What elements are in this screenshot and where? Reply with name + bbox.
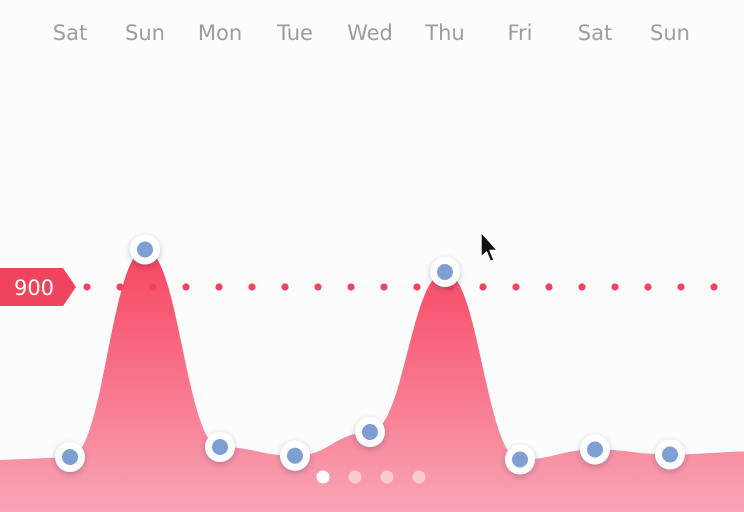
mouse-pointer-icon [480, 231, 499, 263]
threshold-dot [182, 283, 190, 291]
data-point-marker [287, 447, 303, 464]
threshold-dot [413, 283, 421, 291]
page-dot[interactable] [412, 470, 426, 484]
page-dot[interactable] [380, 470, 394, 484]
data-point-marker [512, 451, 528, 468]
data-point[interactable] [505, 444, 535, 475]
threshold-dot [479, 283, 487, 291]
threshold-label: 900 [14, 276, 54, 300]
x-tick-label: Wed [347, 21, 393, 45]
x-tick-label: Sun [125, 21, 165, 45]
data-point[interactable] [130, 234, 160, 265]
data-point-marker [437, 264, 453, 280]
threshold-dot [281, 283, 289, 291]
threshold-dot [314, 283, 322, 291]
page-dot[interactable] [316, 470, 330, 484]
x-tick-label: Mon [198, 21, 242, 45]
x-tick-label: Sat [578, 21, 612, 45]
data-points [55, 234, 685, 475]
data-point-marker [362, 424, 378, 440]
threshold-dot [248, 283, 256, 291]
x-axis-labels: Sat Sun Mon Tue Wed Thu Fri Sat Sun [53, 21, 690, 45]
x-tick-label: Fri [507, 21, 532, 45]
threshold-dot [710, 283, 718, 291]
data-point[interactable] [280, 440, 310, 471]
data-point[interactable] [205, 432, 235, 462]
data-point[interactable] [55, 442, 85, 472]
x-tick-label: Thu [424, 21, 464, 45]
threshold-dot [83, 283, 91, 291]
threshold-dot [545, 283, 553, 291]
data-point[interactable] [355, 417, 385, 447]
threshold-dot [578, 283, 586, 291]
threshold-line: 900 [0, 268, 718, 306]
area-series [0, 249, 744, 512]
data-point[interactable] [655, 439, 685, 470]
threshold-dot [611, 283, 619, 291]
area-fill [0, 249, 744, 512]
data-point-marker [62, 449, 78, 465]
threshold-tag [0, 268, 76, 306]
x-tick-label: Sun [650, 21, 690, 45]
page-dot[interactable] [348, 470, 362, 484]
threshold-dot [116, 283, 124, 291]
threshold-dot [380, 283, 388, 291]
threshold-dot [215, 283, 223, 291]
x-tick-label: Tue [276, 21, 313, 45]
threshold-dot [644, 283, 652, 291]
data-point-marker [662, 446, 678, 463]
threshold-dot [347, 283, 355, 291]
data-point[interactable] [580, 434, 610, 465]
data-point-marker [212, 439, 228, 455]
threshold-dot [149, 283, 157, 291]
page-indicator [316, 470, 426, 484]
data-point-marker [587, 441, 603, 458]
data-point-marker [137, 241, 153, 258]
threshold-dot [512, 283, 520, 291]
x-tick-label: Sat [53, 21, 87, 45]
data-point[interactable] [430, 257, 460, 287]
threshold-dot [677, 283, 685, 291]
